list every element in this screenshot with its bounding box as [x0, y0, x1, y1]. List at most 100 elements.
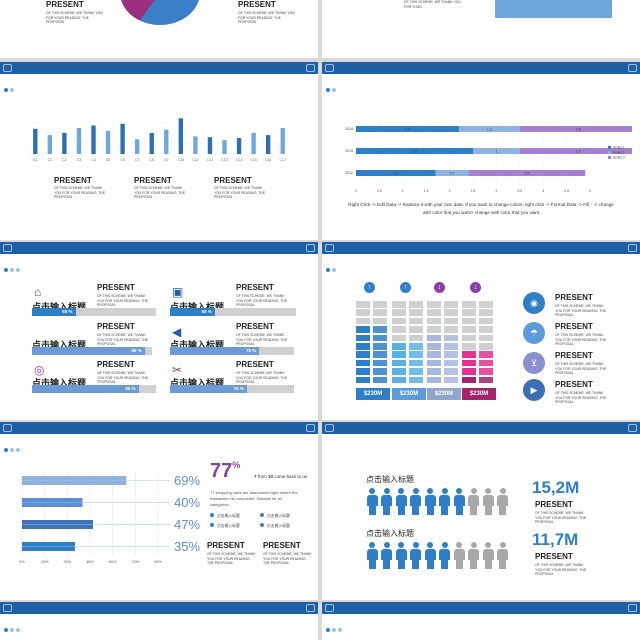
x-tick-label: 2 [449, 189, 451, 193]
arrow-up-icon[interactable]: ↑ [364, 282, 375, 293]
present-heading: PRESENT [535, 552, 573, 561]
grid-cell [444, 376, 458, 384]
data-label: 1.3 [487, 127, 492, 131]
x-tick-label: 0 [355, 189, 357, 193]
grid-cell [356, 376, 370, 384]
slide-9[interactable] [0, 602, 318, 640]
grid-cell [356, 343, 370, 350]
money-icon: ▣ [172, 285, 184, 299]
slide-8[interactable]: 点击输入标题 点击输入标题 15,2M PRESENT OF THIS SCHE… [322, 422, 640, 600]
grid-cell [356, 317, 370, 325]
grid-cell [462, 351, 476, 358]
slide-header [0, 602, 318, 614]
grid-cell [356, 351, 370, 358]
grid-cell [427, 326, 441, 333]
logo-icon [306, 64, 315, 72]
target-icon: ◎ [34, 363, 45, 377]
legend-label: Series 1 [613, 146, 625, 150]
slide-3[interactable]: A1 C1 C2 C3 C4 C5 C6 C7 C8 C9 C10 C11 C12 C13 C14 C15 C1… [0, 62, 318, 240]
grid-cell [427, 301, 441, 308]
x-tick-label: 4 [542, 189, 544, 193]
stacked-bar-segment [356, 170, 436, 176]
grid-cell [373, 359, 387, 367]
bar-value-label: 35% [174, 539, 200, 554]
person-icon [366, 542, 378, 570]
arrow-down-icon[interactable]: ↓ [434, 282, 445, 293]
person-icon [497, 488, 509, 516]
stacked-bar-segment [519, 126, 632, 132]
logo-icon [628, 424, 637, 432]
x-tick-label: C3 [77, 158, 82, 162]
x-tick-label: C17 [280, 158, 286, 162]
person-icon [381, 488, 393, 516]
bar [33, 128, 38, 154]
slide-7[interactable]: 0% 15% 30% 45% 60% 75% 90% 69% 40% 47% 35% 77% 7 f… [0, 422, 318, 600]
person-icon [468, 488, 480, 516]
x-tick-label: 75% [132, 560, 140, 564]
grid-cell [373, 301, 387, 308]
stacked-bar-segment [356, 126, 459, 132]
slide-5[interactable]: ⌂ 点击输入标题 68 % PRESENT OF THIS SCHEME, WE… [0, 242, 318, 420]
data-label: 0.7 [450, 171, 455, 175]
person-icon [439, 542, 451, 570]
grid-cell [479, 376, 493, 384]
x-tick-label: 1 [402, 189, 404, 193]
present-heading: PRESENT [46, 0, 84, 9]
slide-4[interactable]: 0 0.5 1 1.5 2 2.5 3 3.5 4 4.5 5 2014 2.2 1.3 2.5 2013 2.… [322, 62, 640, 240]
grid-cell [392, 317, 406, 325]
present-desc: OF THIS SCHEME, WE THANK YOU FOR YOUR RE… [555, 391, 607, 405]
price-label: $230M [392, 388, 426, 400]
x-tick-label: C9 [164, 158, 169, 162]
bar [91, 125, 96, 154]
slide-header [322, 62, 640, 74]
person-icon [410, 542, 422, 570]
pie-chart-fragment [120, 0, 200, 25]
present-desc: OF THIS SCHEME, WE THANK YOU FOR YOUR RE… [236, 294, 288, 308]
person-icon [482, 542, 494, 570]
grid-cell [373, 368, 387, 375]
grid-cell [444, 343, 458, 350]
logo-icon [628, 244, 637, 252]
bar [164, 129, 169, 154]
slide-1[interactable]: PRESENT OF THIS SCHEME, WE THANK YOU FOR… [0, 0, 318, 58]
grid-cell [462, 376, 476, 384]
arrow-up-icon[interactable]: ↑ [400, 282, 411, 293]
grid-cell [356, 309, 370, 316]
person-icon [381, 542, 393, 570]
legend-item: 点击输入标题 [260, 513, 310, 519]
present-desc: OF THIS SCHEME, WE THANK YOU FOR YOUR RE… [555, 333, 607, 347]
legend-item: 点击输入标题 [260, 523, 310, 529]
slide-6[interactable]: ↑ ↑ ↓ ↓ $230M $230M $230M $230M ◉ ☂ ⊻ ▶ … [322, 242, 640, 420]
grid-cell [427, 334, 441, 342]
present-heading: PRESENT [555, 351, 593, 360]
grid-cell [356, 359, 370, 367]
legend-label: 点击输入标题 [267, 524, 290, 528]
progress-bar: 68 % [32, 308, 96, 316]
stat-value: 77 [210, 460, 233, 482]
progress-fill: 86 % [32, 347, 145, 355]
cn-title: 点击输入标题 [170, 302, 225, 312]
grid-cell [392, 343, 406, 350]
x-tick-label: C8 [149, 158, 154, 162]
person-icon [468, 542, 480, 570]
x-tick-label: C5 [106, 158, 111, 162]
grid-cell [444, 368, 458, 375]
umbrella-icon: ☂ [523, 322, 545, 344]
progress-bar: 86 % [32, 385, 156, 393]
x-tick-label: 60% [109, 560, 117, 564]
person-icon [424, 542, 436, 570]
legend-swatch [608, 156, 611, 159]
logo-icon [325, 604, 334, 612]
x-tick-label: 2.5 [471, 189, 476, 193]
slide-dots [326, 619, 344, 637]
x-tick-label: C15 [250, 158, 256, 162]
grid-cell [373, 309, 387, 316]
slide-dots [326, 259, 338, 277]
logo-icon [3, 604, 12, 612]
grid-cell [392, 368, 406, 375]
slide-2[interactable]: OF THIS SCHEME, WE THANK YOU FOR YOUR [322, 0, 640, 58]
megaphone-icon: ◀ [172, 325, 182, 339]
slide-10[interactable] [322, 602, 640, 640]
arrow-down-icon[interactable]: ↓ [470, 282, 481, 293]
stacked-bar-chart: 0 0.5 1 1.5 2 2.5 3 3.5 4 4.5 5 2014 2.2 1.3 2.5 2013 2.… [345, 120, 632, 193]
